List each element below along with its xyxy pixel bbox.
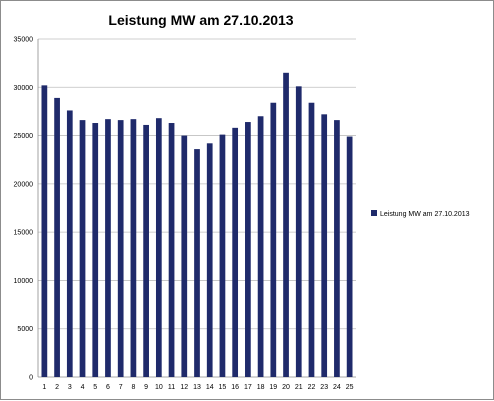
x-tick-label-23: 23 bbox=[320, 384, 328, 391]
bar-8 bbox=[130, 119, 137, 377]
legend-label: Leistung MW am 27.10.2013 bbox=[380, 211, 470, 218]
bar-20 bbox=[283, 72, 289, 378]
bars bbox=[41, 72, 353, 378]
x-tick-label-14: 14 bbox=[206, 384, 214, 391]
y-tick-label-6: 30000 bbox=[14, 85, 34, 92]
bar-24 bbox=[334, 120, 340, 378]
bar-11 bbox=[168, 123, 175, 377]
y-tick-label-2: 10000 bbox=[14, 278, 34, 285]
x-tick-label-15: 15 bbox=[219, 384, 227, 391]
bar-14 bbox=[206, 143, 213, 377]
x-tick-label-19: 19 bbox=[269, 384, 277, 391]
x-tick-label-13: 13 bbox=[193, 384, 201, 391]
x-tick-label-20: 20 bbox=[282, 384, 290, 391]
y-tick-label-0: 0 bbox=[29, 375, 33, 382]
x-tick-label-17: 17 bbox=[244, 384, 252, 391]
bar-2 bbox=[54, 97, 60, 377]
bar-12 bbox=[181, 135, 188, 377]
legend: Leistung MW am 27.10.2013 bbox=[371, 210, 470, 218]
bar-15 bbox=[219, 134, 226, 377]
x-tick-labels: 1 2 3 4 5 6 7 8 9 10 11 12 13 14 15 16 17 18 19 20 21 22 23 24 2… bbox=[42, 384, 353, 391]
bar-5 bbox=[92, 123, 99, 377]
y-tick-labels: 0 5000 10000 15000 20000 25000 30000 35000 bbox=[14, 37, 34, 382]
x-tick-label-7: 7 bbox=[119, 384, 123, 391]
bar-4 bbox=[79, 120, 86, 378]
bar-25 bbox=[346, 136, 353, 377]
x-tick-label-18: 18 bbox=[257, 384, 265, 391]
y-tick-label-3: 15000 bbox=[14, 230, 34, 237]
bar-23 bbox=[321, 114, 328, 377]
x-tick-label-12: 12 bbox=[180, 384, 188, 391]
x-tick-label-16: 16 bbox=[231, 384, 239, 391]
x-tick-label-2: 2 bbox=[55, 384, 59, 391]
x-tick-label-21: 21 bbox=[295, 384, 303, 391]
bar-22 bbox=[308, 102, 315, 377]
x-tick-label-24: 24 bbox=[333, 384, 341, 391]
legend-swatch bbox=[371, 210, 377, 216]
y-tick-label-4: 20000 bbox=[14, 181, 34, 188]
bar-18 bbox=[257, 116, 264, 377]
x-tick-label-10: 10 bbox=[155, 384, 163, 391]
bar-1 bbox=[41, 85, 48, 378]
x-tick-label-6: 6 bbox=[106, 384, 110, 391]
bar-17 bbox=[245, 122, 251, 378]
y-tick-label-7: 35000 bbox=[14, 37, 34, 44]
x-tick-label-4: 4 bbox=[81, 384, 85, 391]
bar-6 bbox=[105, 119, 111, 377]
x-tick-label-25: 25 bbox=[346, 384, 354, 391]
y-tick-label-1: 5000 bbox=[17, 326, 33, 333]
x-tick-label-9: 9 bbox=[144, 384, 148, 391]
y-tick-label-5: 25000 bbox=[14, 133, 34, 140]
x-tick-label-3: 3 bbox=[68, 384, 72, 391]
bar-9 bbox=[143, 124, 149, 377]
bar-10 bbox=[155, 118, 162, 377]
bar-13 bbox=[194, 149, 200, 377]
x-tick-label-8: 8 bbox=[131, 384, 135, 391]
bar-19 bbox=[270, 102, 277, 377]
x-tick-label-5: 5 bbox=[93, 384, 97, 391]
bar-7 bbox=[117, 120, 124, 378]
x-tick-label-22: 22 bbox=[308, 384, 316, 391]
chart-title: Leistung MW am 27.10.2013 bbox=[108, 12, 293, 28]
bar-16 bbox=[232, 127, 239, 378]
bar-21 bbox=[295, 86, 302, 377]
bar-3 bbox=[66, 110, 73, 377]
x-tick-label-1: 1 bbox=[42, 384, 46, 391]
x-tick-label-11: 11 bbox=[168, 384, 175, 391]
